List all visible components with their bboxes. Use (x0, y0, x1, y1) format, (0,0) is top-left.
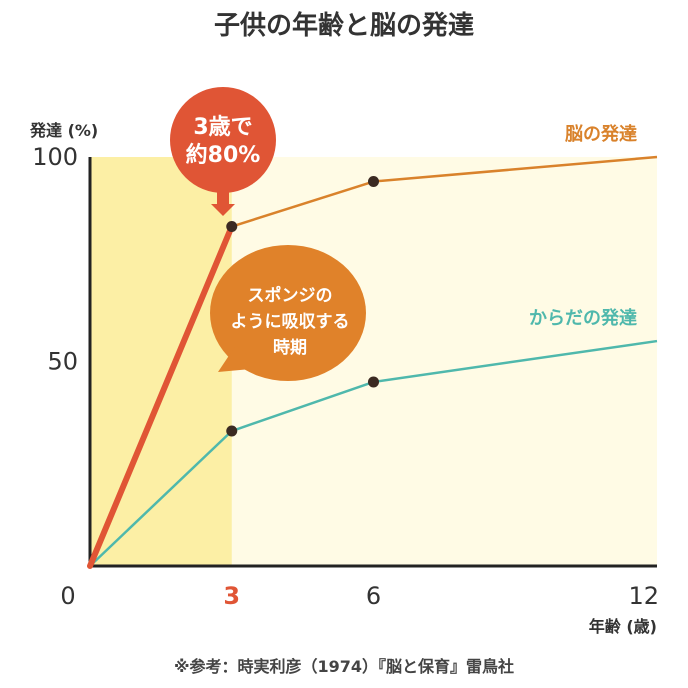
x-tick-label-6: 6 (366, 582, 381, 610)
callout-arrow-down (211, 192, 235, 216)
series-line-1 (89, 339, 658, 567)
callout-3-years-80-percent: 3歳で 約80% (170, 87, 276, 216)
chart-title: 子供の年齢と脳の発達 (214, 10, 474, 41)
callout-2-line-3: 時期 (273, 337, 307, 358)
x-axis-label: 年齢 (歳) (589, 617, 657, 636)
series-label-1: からだの発達 (529, 307, 637, 329)
data-point-series-1-x3 (226, 425, 238, 437)
callout-circle (170, 87, 276, 193)
y-tick-label-100: 100 (32, 143, 78, 171)
callout-2-line-1: スポンジの (248, 285, 333, 306)
callout-1-line-1: 3歳で (193, 115, 252, 140)
callout-sponge-period: スポンジの ように吸収する 時期 (210, 245, 366, 381)
speech-bubble (210, 245, 366, 381)
x-tick-labels: 0 3 6 12 (60, 582, 659, 610)
highlight-period-band (90, 157, 232, 566)
callout-2-line-2: ように吸収する (231, 312, 350, 332)
y-tick-labels: 100 50 (32, 143, 78, 376)
speech-bubble-tail (218, 345, 262, 372)
series-label-0: 脳の発達 (565, 123, 637, 145)
x-tick-label-3: 3 (223, 582, 240, 610)
data-point-series-0-x3 (226, 221, 238, 233)
data-point-series-1-x6 (368, 376, 379, 388)
series-points (226, 176, 379, 437)
y-axis-label: 発達 (%) (29, 121, 98, 140)
x-tick-label-12: 12 (628, 582, 659, 610)
highlight-growth-line (87, 223, 235, 569)
x-tick-label-0: 0 (60, 582, 75, 610)
callout-1-line-2: 約80% (186, 142, 261, 168)
y-tick-label-50: 50 (47, 348, 78, 376)
source-note: ※参考：時実利彦（1974）『脳と保育』雷鳥社 (174, 657, 514, 676)
data-point-series-0-x6 (368, 176, 379, 188)
